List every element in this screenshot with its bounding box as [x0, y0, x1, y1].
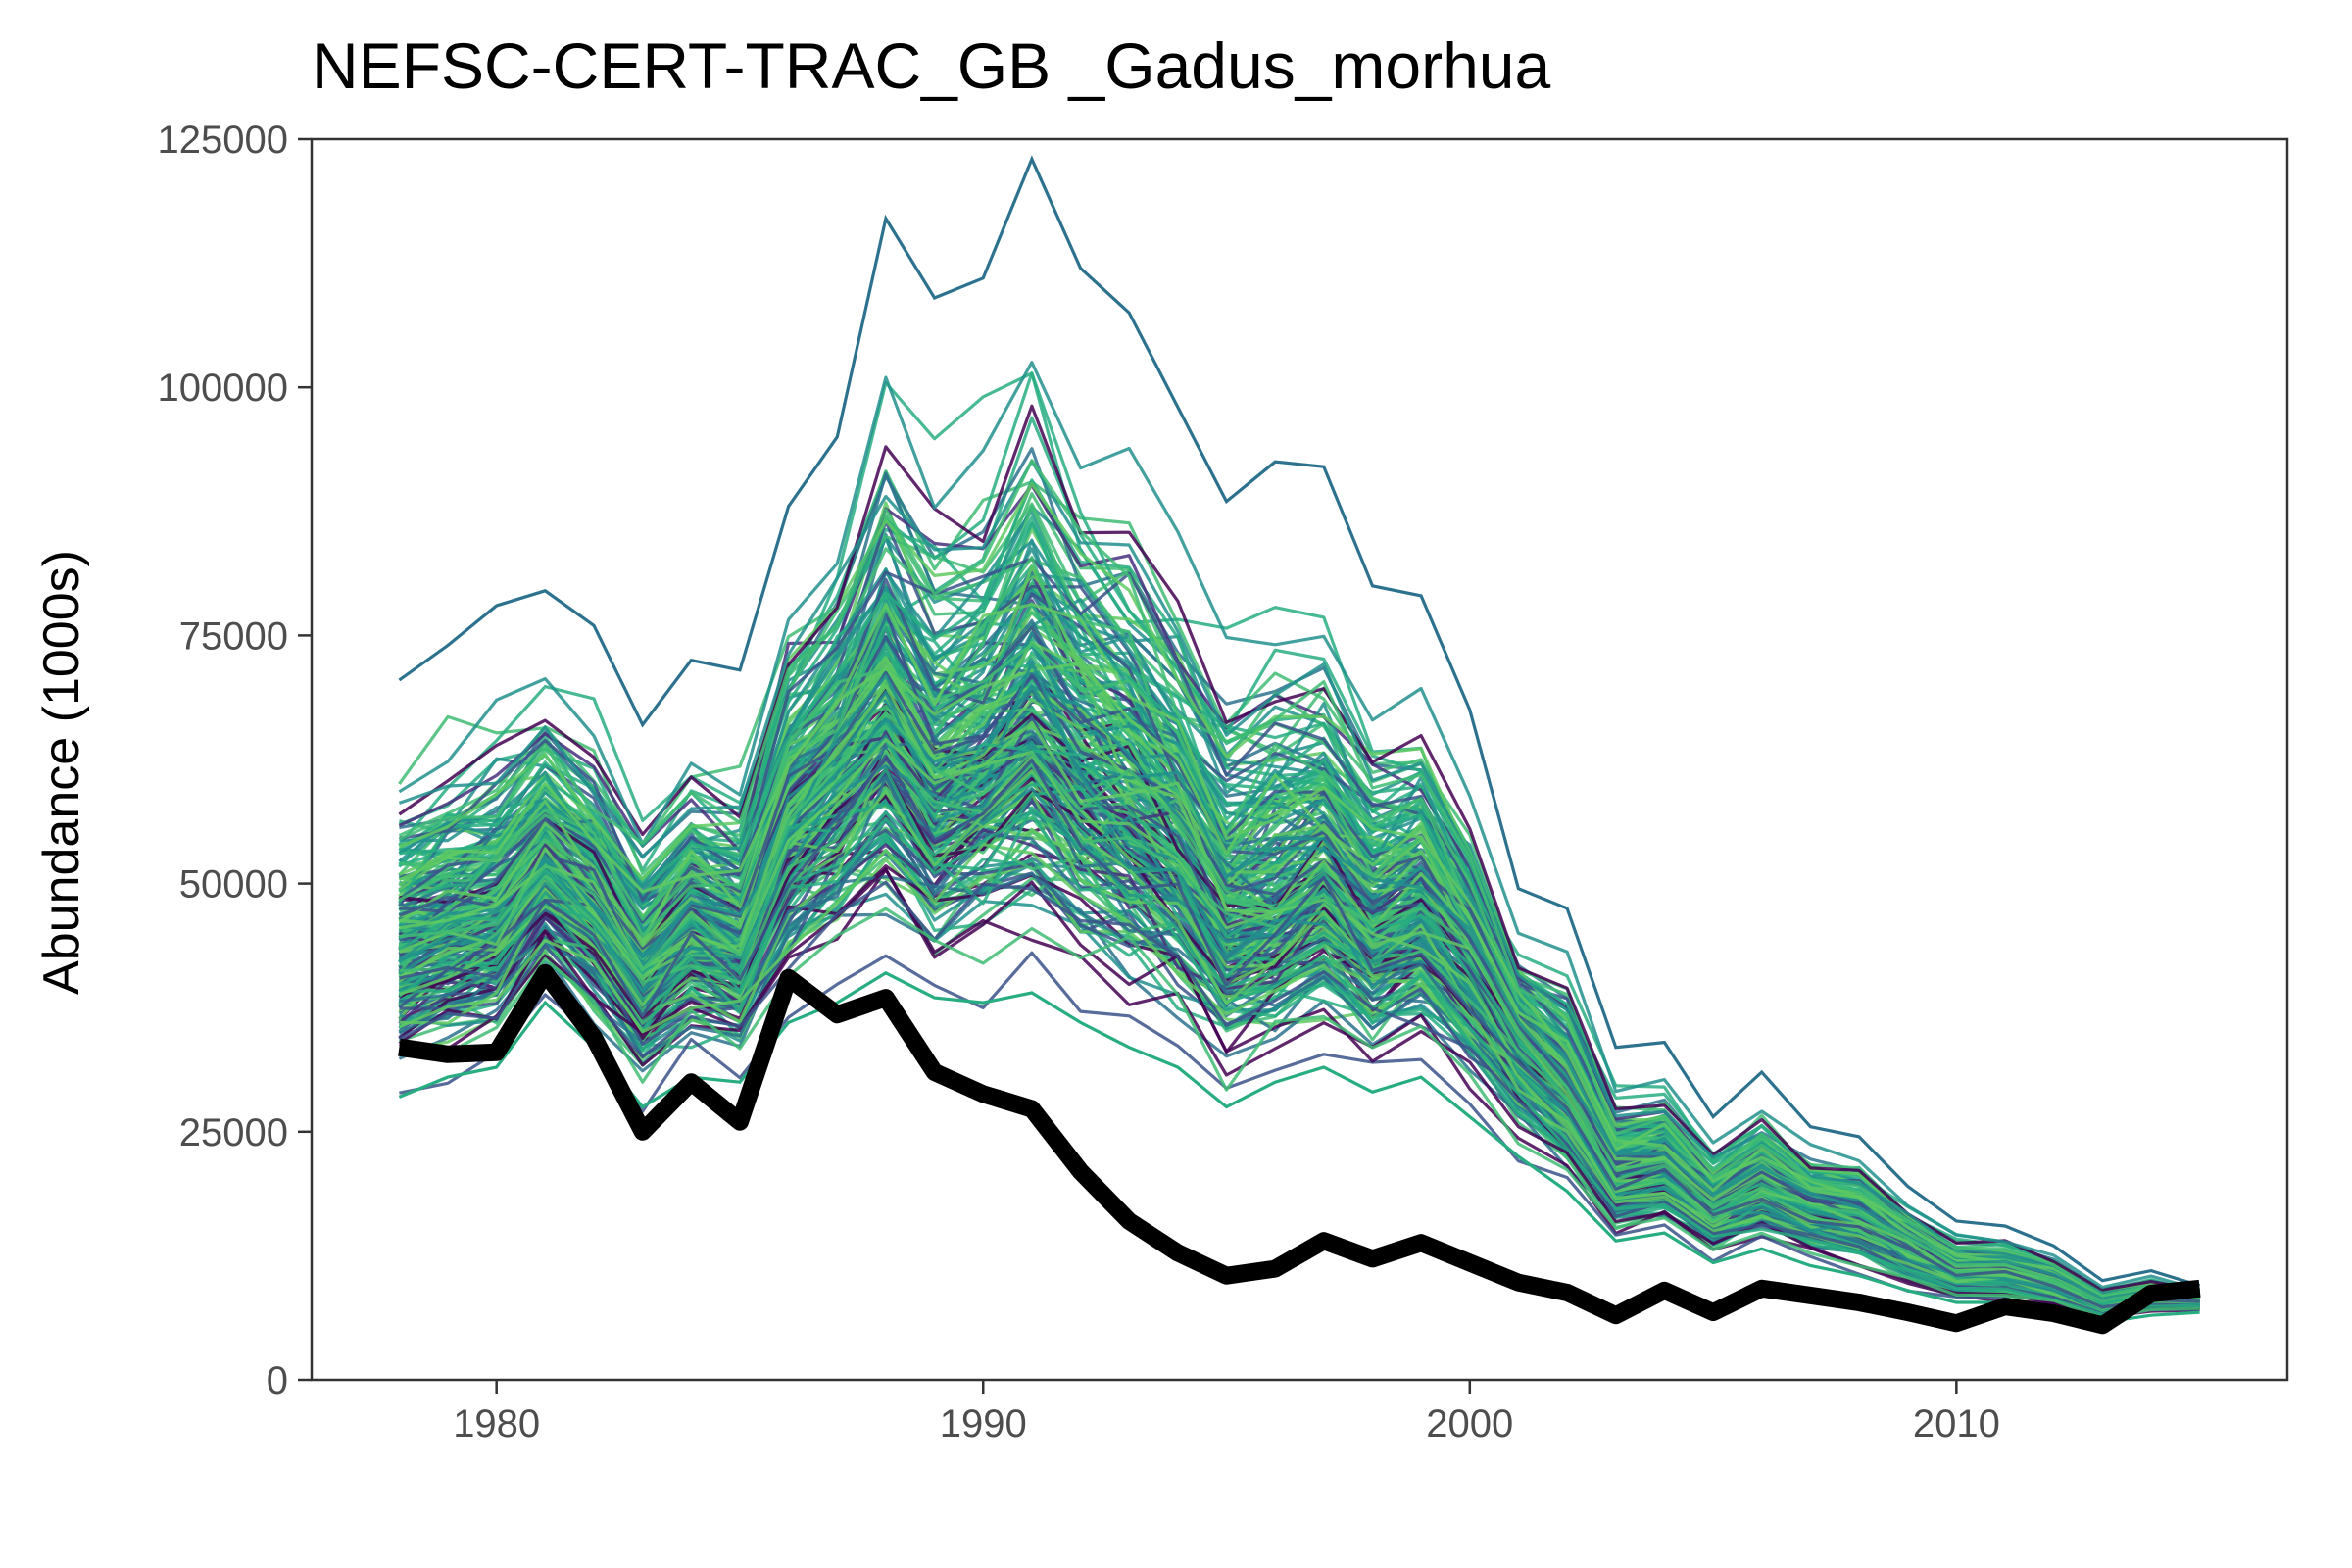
simulated-series-line	[399, 751, 2200, 1310]
x-tick-label: 2010	[1913, 1402, 2000, 1446]
x-tick-label: 2000	[1426, 1402, 1513, 1446]
simulated-series-line	[399, 710, 2200, 1303]
simulated-series-line	[399, 867, 2200, 1319]
simulated-series-line	[398, 460, 2200, 1296]
y-tick-label: 125000	[158, 119, 288, 162]
x-tick-label: 1980	[453, 1402, 540, 1446]
simulated-series-line	[399, 906, 2200, 1320]
observed-series-line	[398, 963, 2201, 1335]
simulated-series-line	[398, 842, 2200, 1317]
simulated-series-line	[398, 606, 2200, 1298]
simulated-series-line	[398, 715, 2200, 1303]
y-tick-label: 75000	[179, 614, 288, 658]
simulated-series-line	[398, 404, 2200, 1293]
y-tick-label: 0	[267, 1359, 288, 1402]
simulated-series-line	[398, 361, 2201, 1292]
simulated-series-line	[398, 674, 2200, 1300]
simulated-series-line	[398, 371, 2200, 1297]
y-axis: 0 25000 50000 75000 100000 125000	[158, 119, 312, 1402]
plot-panel	[310, 137, 2289, 1382]
simulated-series-line	[398, 734, 2200, 1311]
simulated-series-line	[398, 577, 2200, 1298]
y-tick-label: 100000	[158, 367, 288, 410]
y-axis-title: Abundance (1000s)	[33, 550, 90, 995]
ensemble-layer	[398, 155, 2201, 1324]
simulated-series-line	[399, 810, 2200, 1317]
simulated-upper-envelope-line	[398, 155, 2201, 1288]
panel-border	[310, 137, 2289, 1382]
observed-layer	[398, 963, 2201, 1335]
simulated-series-line	[399, 763, 2200, 1309]
chart-title: NEFSC-CERT-TRAC_GB _Gadus_morhua	[312, 29, 1550, 102]
y-tick-label: 50000	[179, 863, 288, 906]
simulated-series-line	[399, 754, 2200, 1309]
simulated-series-line	[398, 459, 2200, 1298]
x-axis: 1980 1990 2000 2010	[453, 1380, 2000, 1446]
y-tick-label: 25000	[179, 1111, 288, 1154]
x-tick-label: 1990	[940, 1402, 1027, 1446]
